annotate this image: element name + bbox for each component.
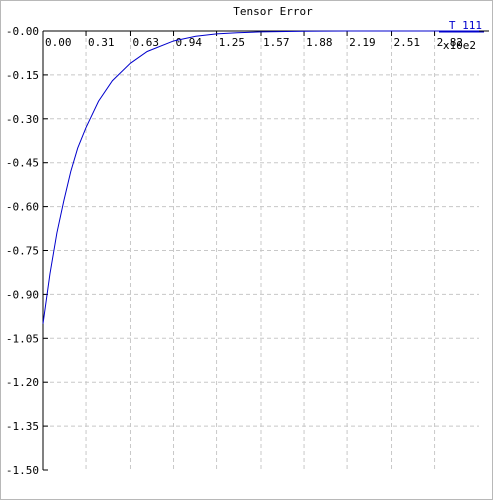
legend-entry: T 111: [449, 19, 482, 32]
y-tick-label: -0.60: [6, 201, 39, 214]
y-tick-label: -0.30: [6, 113, 39, 126]
x-tick-label: 2.82: [437, 36, 464, 49]
y-tick-label: -1.50: [6, 464, 39, 477]
y-tick-label: -0.45: [6, 157, 39, 170]
x-tick-label: 0.31: [88, 36, 115, 49]
y-tick-label: -0.90: [6, 288, 39, 301]
series: [42, 30, 484, 324]
x-tick-label: 2.19: [349, 36, 376, 49]
y-tick-labels: -0.00 -0.15 -0.30 -0.45 -0.60 -0.75 -0.90 -1.05…: [6, 25, 39, 477]
x-tick-label: 0.63: [132, 36, 159, 49]
x-tick-label: 2.51: [394, 36, 421, 49]
x-tick-label: 0.00: [45, 36, 72, 49]
x-tick-label: 1.25: [219, 36, 246, 49]
y-tick-label: -0.75: [6, 245, 39, 258]
x-tick-labels: 0.00 0.31 0.63 0.94 1.25 1.57 1.88 2.19 2.51 2.82: [45, 36, 463, 49]
y-tick-label: -0.15: [6, 69, 39, 82]
series-line: [42, 30, 479, 324]
grid: [43, 31, 479, 470]
chart-title: Tensor Error: [233, 5, 313, 18]
y-tick-label: -1.20: [6, 376, 39, 389]
y-tick-label: -1.35: [6, 420, 39, 433]
y-tick-label: -0.00: [6, 25, 39, 38]
y-tick-label: -1.05: [6, 332, 39, 345]
x-tick-label: 1.88: [306, 36, 333, 49]
x-tick-label: 1.57: [263, 36, 290, 49]
x-axis-multiplier: x10e2: [443, 39, 476, 52]
